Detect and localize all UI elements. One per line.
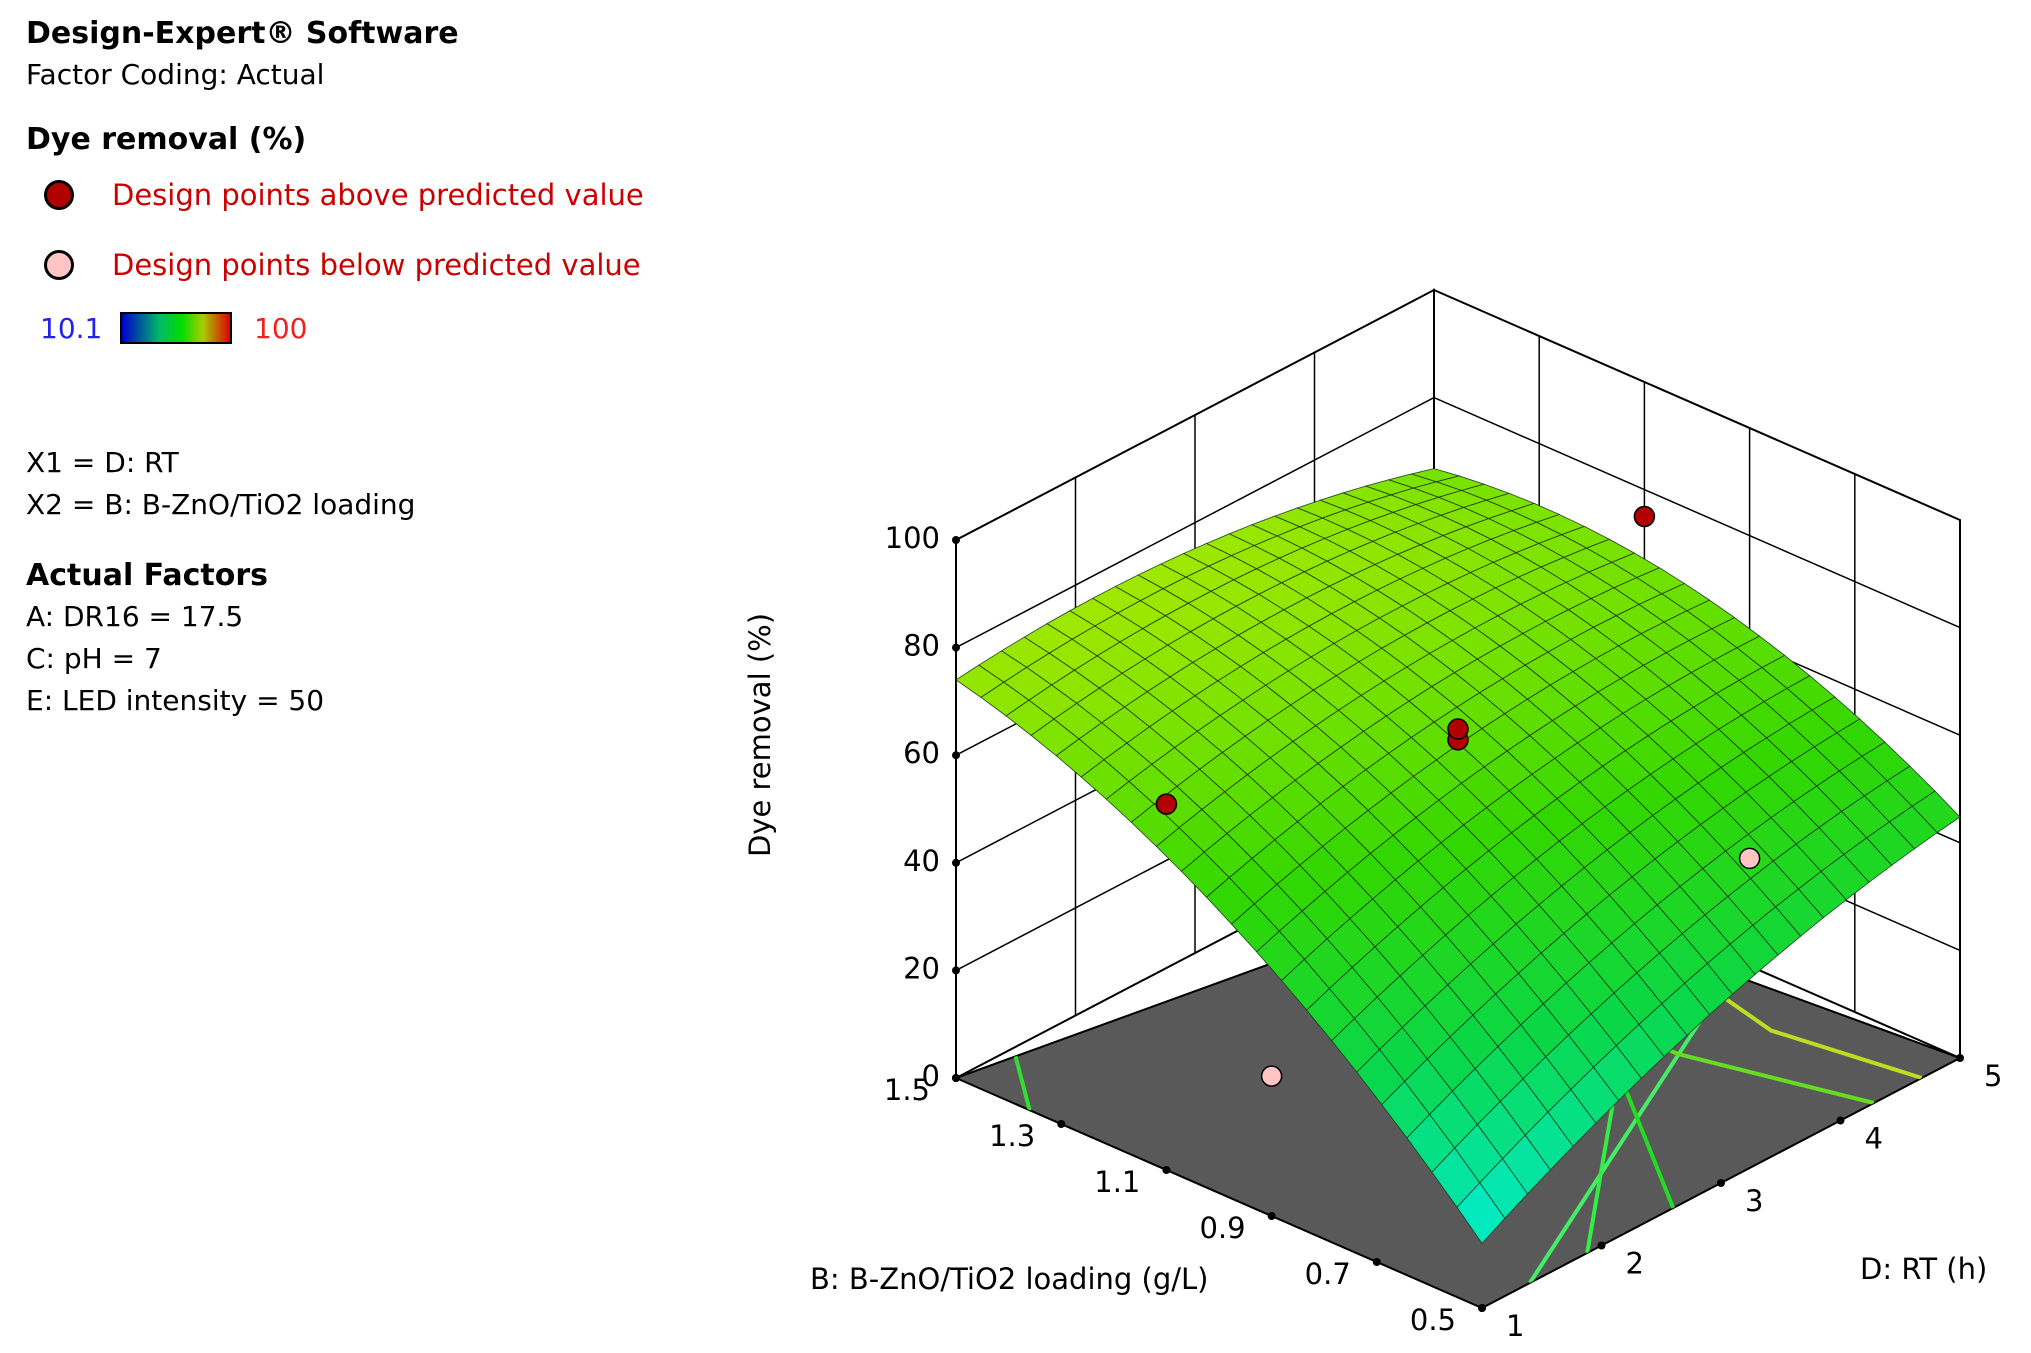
design-point-below (1260, 1065, 1283, 1087)
actual-factor-a: A: DR16 = 17.5 (26, 600, 244, 633)
x-axis-label: D: RT (h) (1860, 1252, 1987, 1286)
y-tick-label: 1.3 (989, 1119, 1035, 1153)
color-scale: 10.1 100 (26, 300, 786, 356)
x2-def: X2 = B: B-ZnO/TiO2 loading (26, 488, 416, 521)
z-tick-label: 100 (885, 521, 940, 555)
design-point-above (1447, 718, 1469, 740)
y-tick-label: 0.9 (1199, 1211, 1245, 1245)
response-surface (955, 468, 1961, 1245)
design-point-above (1155, 793, 1178, 815)
legend-above-label: Design points above predicted value (112, 178, 644, 212)
x-tick-mark (1836, 1116, 1845, 1125)
y-tick-label: 1.1 (1094, 1165, 1140, 1199)
z-tick-label: 40 (903, 844, 940, 878)
factor-coding: Factor Coding: Actual (26, 58, 325, 91)
design-point-below (1738, 847, 1761, 870)
z-tick-label: 60 (903, 736, 940, 770)
y-tick-mark (1162, 1166, 1171, 1174)
color-gradient-bar (120, 312, 232, 344)
z-tick-mark (952, 643, 960, 652)
x-tick-mark (1717, 1179, 1725, 1187)
software-title: Design-Expert® Software (26, 16, 459, 51)
pink-dot-icon (44, 250, 74, 280)
x-tick-label: 3 (1745, 1184, 1763, 1218)
x-tick-mark (1956, 1054, 1964, 1062)
legend-below: Design points below predicted value (26, 230, 786, 300)
y-tick-label: 0.5 (1410, 1303, 1456, 1337)
scale-max: 100 (254, 311, 308, 345)
y-tick-label: 0.7 (1305, 1257, 1351, 1291)
y-tick-mark (1057, 1120, 1066, 1128)
info-panel: Design-Expert® Software Factor Coding: A… (26, 14, 786, 722)
contour-line (1011, 1047, 1032, 1111)
actual-factors-title: Actual Factors (26, 558, 269, 593)
y-tick-mark (952, 1074, 960, 1082)
z-tick-label: 20 (903, 951, 940, 985)
x-tick-label: 5 (1984, 1059, 2002, 1093)
surface-cell (1456, 1182, 1506, 1245)
design-points (1155, 505, 1761, 1087)
z-tick-mark (952, 858, 960, 867)
axis-ticks: 0 20 40 60 80 100 0.5 0.7 0.9 1.1 1.3 1.5 1 2 3 4 5 (884, 521, 2003, 1343)
z-axis-label: Dye removal (%) (743, 613, 777, 857)
wall-gridline-z (955, 396, 1961, 649)
x-tick-label: 4 (1865, 1122, 1883, 1156)
x-tick-label: 2 (1626, 1247, 1644, 1281)
y-tick-mark (1267, 1212, 1276, 1220)
y-tick-label: 1.5 (884, 1073, 930, 1107)
scale-min: 10.1 (40, 311, 103, 345)
y-tick-mark (1372, 1258, 1381, 1266)
response-title: Dye removal (%) (26, 122, 307, 157)
actual-factor-c: C: pH = 7 (26, 642, 162, 675)
z-tick-label: 80 (903, 629, 940, 663)
y-axis-label: B: B-ZnO/TiO2 loading (g/L) (810, 1262, 1208, 1296)
z-tick-label: 0 (922, 1059, 940, 1093)
actual-factor-e: E: LED intensity = 50 (26, 684, 325, 717)
dark-red-dot-icon (44, 180, 74, 210)
legend-below-label: Design points below predicted value (112, 248, 641, 282)
legend-above: Design points above predicted value (26, 160, 786, 230)
x-tick-mark (1478, 1304, 1486, 1312)
design-point-above (1633, 505, 1656, 528)
z-tick-mark (952, 751, 960, 760)
x-tick-mark (1597, 1241, 1606, 1250)
z-tick-mark (952, 966, 960, 975)
z-tick-mark (952, 536, 960, 544)
x1-def: X1 = D: RT (26, 446, 179, 479)
x-tick-label: 1 (1506, 1309, 1524, 1343)
